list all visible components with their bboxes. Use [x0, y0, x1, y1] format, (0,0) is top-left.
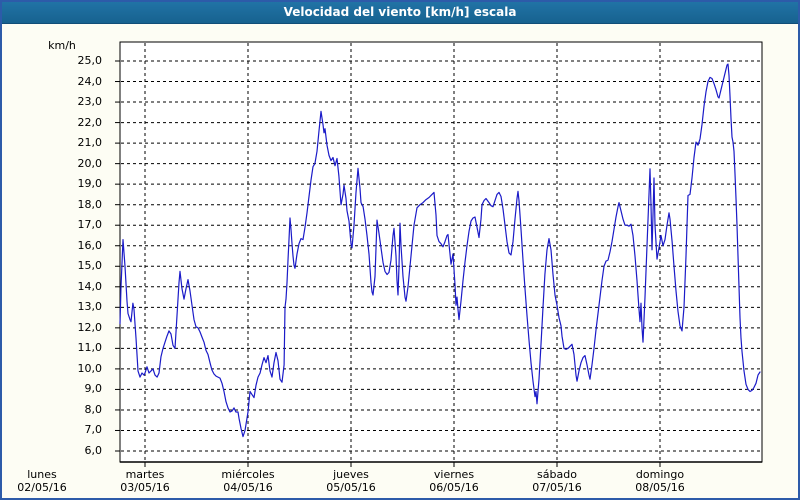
- y-tick-label: 19,0: [77, 177, 103, 191]
- x-day-label: miércoles 04/05/16: [197, 468, 299, 494]
- y-tick-label: 6,0: [84, 444, 103, 457]
- day-date: 08/05/16: [635, 481, 685, 494]
- y-axis-unit-label: km/h: [48, 39, 76, 52]
- y-tick-label: 22,0: [77, 115, 103, 129]
- x-day-label: jueves 05/05/16: [300, 468, 402, 494]
- day-date: 02/05/16: [17, 481, 67, 494]
- day-name: jueves: [333, 468, 369, 481]
- y-tick-label: 18,0: [77, 197, 103, 211]
- y-tick-label: 14,0: [77, 279, 103, 293]
- wind-speed-line: [119, 63, 761, 438]
- y-tick-label: 17,0: [77, 218, 103, 232]
- day-date: 05/05/16: [326, 481, 376, 494]
- chart-title: Velocidad del viento [km/h] escala: [283, 5, 517, 19]
- day-date: 07/05/16: [532, 481, 582, 494]
- x-day-label: martes 03/05/16: [94, 468, 196, 494]
- y-tick-label: 12,0: [77, 320, 103, 334]
- day-name: lunes: [27, 468, 57, 481]
- x-day-label: sábado 07/05/16: [506, 468, 608, 494]
- day-date: 06/05/16: [429, 481, 479, 494]
- day-name: martes: [125, 468, 165, 481]
- y-tick-label: 8,0: [84, 402, 103, 416]
- x-day-label: lunes 02/05/16: [2, 468, 93, 494]
- day-date: 03/05/16: [120, 481, 170, 494]
- y-tick-label: 13,0: [77, 300, 103, 314]
- y-tick-label: 21,0: [77, 136, 103, 150]
- y-tick-label: 7,0: [84, 423, 103, 437]
- day-date: 04/05/16: [223, 481, 273, 494]
- y-tick-label: 23,0: [77, 95, 103, 109]
- y-tick-label: 25,0: [77, 54, 103, 67]
- y-tick-label: 9,0: [84, 382, 103, 396]
- y-tick-label: 16,0: [77, 238, 103, 252]
- plot-area: [119, 41, 763, 463]
- y-tick-label: 24,0: [77, 74, 103, 88]
- y-tick-label: 20,0: [77, 156, 103, 170]
- day-name: sábado: [537, 468, 577, 481]
- y-tick-label: 10,0: [77, 361, 103, 375]
- day-name: miércoles: [221, 468, 275, 481]
- window-title-bar: Velocidad del viento [km/h] escala: [2, 2, 798, 24]
- x-day-label: domingo 08/05/16: [609, 468, 711, 494]
- x-day-label: viernes 06/05/16: [403, 468, 505, 494]
- y-tick-label: 11,0: [77, 341, 103, 355]
- y-tick-label: 15,0: [77, 259, 103, 273]
- day-name: viernes: [433, 468, 475, 481]
- day-name: domingo: [635, 468, 685, 481]
